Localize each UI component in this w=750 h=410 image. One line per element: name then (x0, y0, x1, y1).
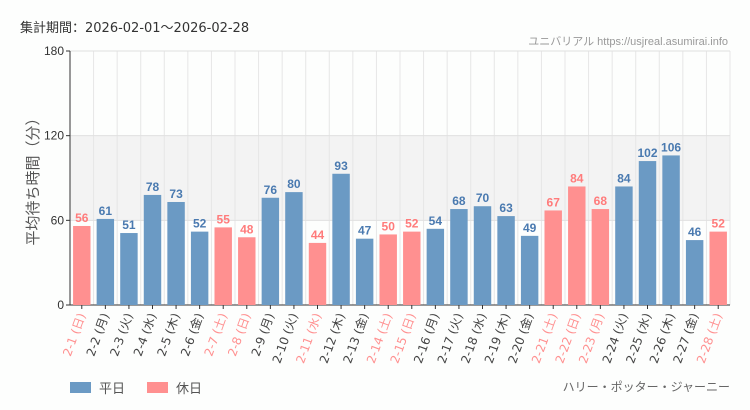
data-label: 80 (287, 177, 301, 191)
bar (355, 238, 374, 305)
data-label: 68 (594, 194, 608, 208)
y-tick-label: 120 (44, 129, 64, 143)
data-label: 84 (617, 171, 631, 185)
bar (544, 210, 562, 305)
data-label: 55 (217, 212, 231, 226)
data-label: 44 (311, 228, 325, 242)
data-label: 63 (499, 201, 513, 215)
bar (615, 186, 633, 305)
data-label: 52 (405, 217, 419, 231)
legend-holiday[interactable]: 休日 (147, 378, 202, 397)
data-label: 76 (264, 183, 278, 197)
data-label: 54 (429, 214, 443, 228)
bar (662, 155, 680, 305)
bar (190, 231, 209, 305)
data-label: 70 (476, 191, 490, 205)
bar (73, 225, 91, 305)
legend-holiday-label: 休日 (176, 382, 203, 397)
data-label: 102 (637, 146, 657, 160)
data-label: 67 (547, 195, 561, 209)
data-label: 61 (99, 204, 113, 218)
bar (332, 173, 350, 305)
data-label: 73 (169, 187, 183, 201)
bar (520, 235, 539, 305)
bar (709, 231, 727, 305)
bar (685, 240, 704, 305)
data-label: 106 (661, 140, 681, 154)
bar (497, 216, 515, 305)
bar (403, 231, 421, 305)
bar (568, 186, 586, 305)
data-label: 56 (75, 211, 89, 225)
data-label: 68 (452, 194, 466, 208)
bar (591, 209, 610, 305)
holiday-swatch (147, 382, 169, 393)
legend-weekday[interactable]: 平日 (70, 378, 125, 397)
data-label: 84 (570, 171, 584, 185)
bar (308, 242, 327, 305)
bar (214, 227, 232, 305)
attraction-name: ハリー・ポッター・ジャーニー (562, 380, 730, 394)
y-axis-label: 平均待ち時間（分） (24, 110, 42, 245)
y-tick-label: 0 (57, 298, 64, 312)
bar (143, 194, 162, 305)
bar (638, 161, 657, 305)
y-tick-label: 180 (44, 44, 64, 58)
bar (450, 209, 468, 305)
bar (167, 201, 185, 305)
bar (120, 233, 138, 305)
bar (238, 237, 256, 305)
y-tick-label: 60 (51, 213, 65, 227)
bar (261, 197, 280, 305)
data-label: 47 (358, 224, 372, 238)
data-label: 49 (523, 221, 537, 235)
legend-weekday-label: 平日 (99, 382, 126, 397)
data-label: 52 (193, 217, 207, 231)
credit-label: ユニバリアル https://usjreal.asumirai.info (528, 36, 728, 48)
data-label: 48 (240, 222, 254, 236)
data-label: 46 (688, 225, 702, 239)
bar (426, 228, 445, 305)
data-label: 52 (712, 217, 726, 231)
data-label: 78 (146, 180, 160, 194)
data-label: 51 (122, 218, 136, 232)
bar (473, 206, 492, 305)
weekday-swatch (70, 382, 91, 393)
period-label: 集計期間：2026-02-01～2026-02-28 (20, 21, 250, 36)
data-label: 50 (382, 219, 396, 233)
bar (96, 218, 115, 305)
bar (379, 234, 397, 305)
bar (285, 192, 303, 305)
legend: 平日 休日 (70, 378, 202, 397)
data-label: 93 (334, 159, 348, 173)
